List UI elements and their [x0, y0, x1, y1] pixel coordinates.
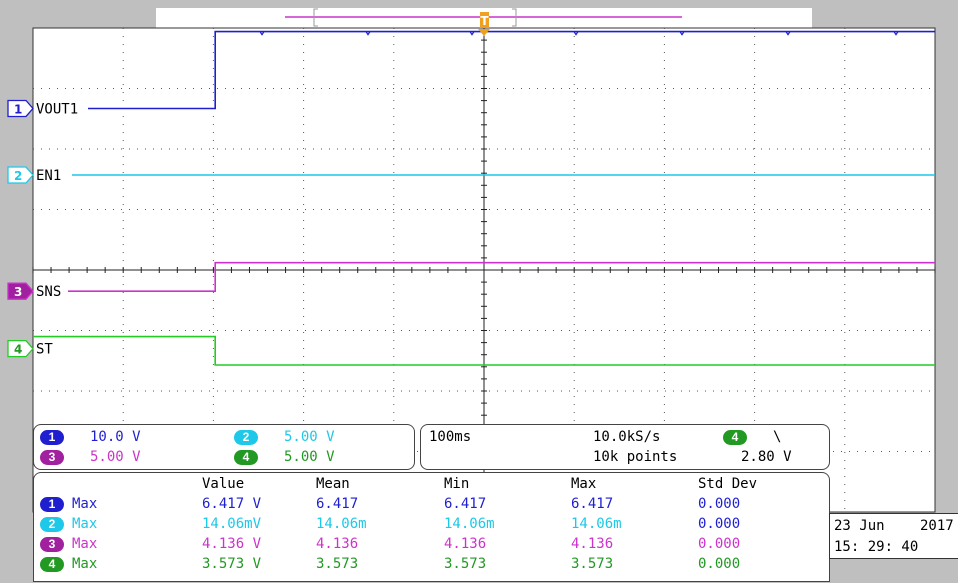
meas-type: Max [72, 556, 98, 572]
meas-header-value: Value [202, 476, 245, 492]
ch2-ground-marker[interactable]: 2 EN1 [7, 166, 61, 184]
ch-label: ST [36, 342, 53, 358]
meas-value: 4.136 V [202, 536, 262, 552]
year-label: 2017 [920, 518, 954, 534]
meas-mean: 3.573 [316, 556, 359, 572]
meas-ch1-badge-icon: 1 [40, 497, 64, 512]
channel-markers: 1 VOUT1 2 EN1 3 SNS 4 ST [7, 99, 78, 358]
ch-marker-icon [7, 340, 34, 358]
trace-glitch [365, 31, 371, 36]
sample-rate: 10.0kS/s [593, 429, 661, 445]
trace-glitch [573, 31, 579, 36]
trace-st [33, 335, 935, 366]
measurements-panel: Value Mean Min Max Std Dev 1 Max 6.417 V… [33, 472, 830, 582]
ch-marker-number: 4 [14, 343, 22, 357]
trigger-level[interactable]: 2.80 V [741, 449, 792, 465]
ch-marker-icon [7, 166, 34, 184]
meas-mean: 14.06m [316, 516, 367, 532]
trace-glitch [893, 31, 899, 36]
ch-label: EN1 [36, 168, 61, 184]
trigger-slope-icon[interactable]: \ [773, 429, 782, 445]
ch-marker-number: 3 [14, 285, 22, 299]
meas-stddev: 0.000 [698, 556, 741, 572]
ch1-badge-icon[interactable]: 1 [40, 430, 64, 445]
meas-max: 6.417 [571, 496, 614, 512]
record-view-brackets [313, 8, 517, 27]
meas-max: 3.573 [571, 556, 614, 572]
meas-type: Max [72, 496, 98, 512]
trace-sns [68, 261, 935, 292]
trace-glitch [469, 31, 475, 36]
ch-marker-icon [7, 282, 34, 300]
ch3-badge-icon[interactable]: 3 [40, 450, 64, 465]
meas-value: 3.573 V [202, 556, 262, 572]
time-label: 15: 29: 40 [834, 539, 919, 555]
ch1-ground-marker[interactable]: 1 VOUT1 [7, 99, 78, 118]
ch3-ground-marker[interactable]: 3 SNS [7, 282, 61, 300]
trace-glitch [679, 31, 685, 36]
time-per-div[interactable]: 100ms [429, 429, 472, 445]
meas-type: Max [72, 516, 98, 532]
meas-min: 3.573 [444, 556, 487, 572]
meas-mean: 6.417 [316, 496, 359, 512]
ch1-scale[interactable]: 10.0 V [90, 429, 141, 445]
meas-mean: 4.136 [316, 536, 359, 552]
trace-glitch [785, 31, 791, 36]
meas-stddev: 0.000 [698, 536, 741, 552]
vertical-settings-panel: 1 10.0 V 2 5.00 V 3 5.00 V 4 5.00 V [33, 424, 415, 470]
ch2-scale[interactable]: 5.00 V [284, 429, 335, 445]
ch2-badge-icon[interactable]: 2 [234, 430, 258, 445]
trigger-t-label: T [480, 14, 489, 28]
meas-header-mean: Mean [316, 476, 350, 492]
ch-label: SNS [36, 284, 61, 300]
meas-max: 4.136 [571, 536, 614, 552]
meas-stddev: 0.000 [698, 496, 741, 512]
ch4-ground-marker[interactable]: 4 ST [7, 340, 53, 358]
ch-marker-number: 1 [14, 102, 22, 116]
ch-label: VOUT1 [36, 101, 78, 117]
trace-vout1 [88, 30, 935, 110]
meas-header-max: Max [571, 476, 597, 492]
meas-stddev: 0.000 [698, 516, 741, 532]
horizontal-settings-panel: 100ms 10.0kS/s 10k points 4 \ 2.80 V [420, 424, 830, 470]
meas-max: 14.06m [571, 516, 622, 532]
datetime-panel: 23 Jun 2017 15: 29: 40 [829, 513, 958, 559]
trigger-source-icon[interactable]: 4 [723, 430, 747, 445]
meas-ch3-badge-icon: 3 [40, 537, 64, 552]
meas-value: 6.417 V [202, 496, 262, 512]
trigger-position-icon[interactable] [478, 29, 490, 36]
meas-value: 14.06mV [202, 516, 262, 532]
ch4-badge-icon[interactable]: 4 [234, 450, 258, 465]
record-length: 10k points [593, 449, 678, 465]
meas-header-stddev: Std Dev [698, 476, 758, 492]
meas-min: 4.136 [444, 536, 487, 552]
meas-ch2-badge-icon: 2 [40, 517, 64, 532]
trigger-t-icon[interactable] [480, 12, 489, 28]
meas-min: 14.06m [444, 516, 495, 532]
trace-glitch [259, 31, 265, 36]
date-label: 23 Jun [834, 518, 885, 534]
ch3-scale[interactable]: 5.00 V [90, 449, 141, 465]
ch-marker-number: 2 [14, 169, 22, 183]
meas-header-min: Min [444, 476, 470, 492]
waveform-traces [33, 30, 935, 366]
ch-marker-icon [7, 99, 34, 118]
ch4-scale[interactable]: 5.00 V [284, 449, 335, 465]
meas-min: 6.417 [444, 496, 487, 512]
meas-ch4-badge-icon: 4 [40, 557, 64, 572]
meas-type: Max [72, 536, 98, 552]
